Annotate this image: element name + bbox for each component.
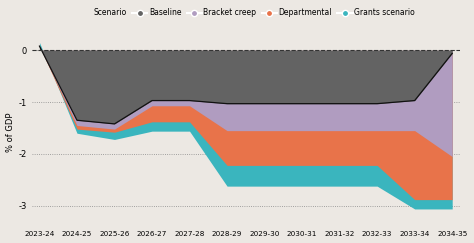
- Y-axis label: % of GDP: % of GDP: [6, 112, 15, 152]
- Legend: Scenario, Baseline, Bracket creep, Departmental, Grants scenario: Scenario, Baseline, Bracket creep, Depar…: [73, 5, 418, 20]
